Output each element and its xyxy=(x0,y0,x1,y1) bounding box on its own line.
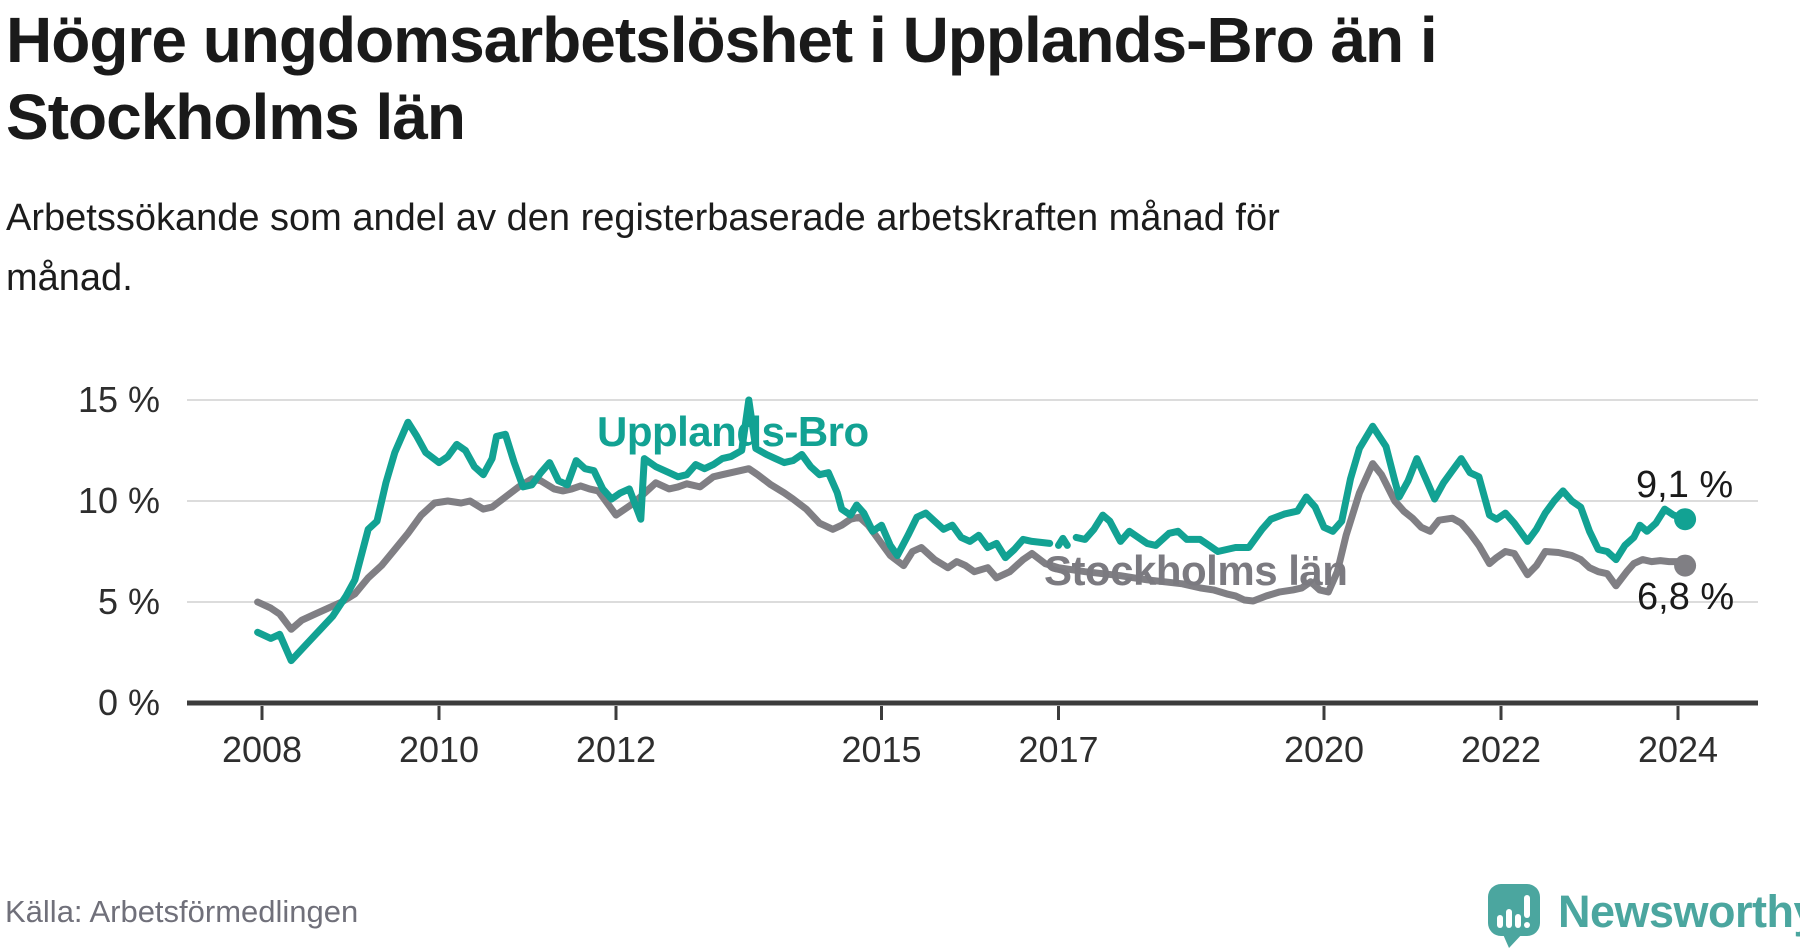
y-tick-label-0: 0 % xyxy=(98,682,160,723)
y-tick-label-10: 10 % xyxy=(78,480,160,521)
x-tick-label-2024: 2024 xyxy=(1638,729,1718,770)
x-tick-label-2017: 2017 xyxy=(1018,729,1098,770)
chart-subtitle-line2: månad. xyxy=(6,257,133,300)
page-title-line1: Högre ungdomsarbetslöshet i Upplands-Bro… xyxy=(6,4,1438,76)
series-label-upplands-bro: Upplands-Bro xyxy=(597,408,869,455)
x-tick-label-2015: 2015 xyxy=(841,729,921,770)
series-label-stockholms-lan: Stockholms län xyxy=(1044,547,1348,594)
page-title: Högre ungdomsarbetslöshet i Upplands-Bro… xyxy=(6,2,1438,156)
x-tick-label-2020: 2020 xyxy=(1284,729,1364,770)
x-tick-label-2012: 2012 xyxy=(576,729,656,770)
series-end-dot-upplands-bro xyxy=(1674,508,1697,531)
series-line-upplands-bro xyxy=(254,396,1689,665)
y-tick-label-15: 15 % xyxy=(78,379,160,420)
page-title-line2: Stockholms län xyxy=(6,80,466,153)
chart-subtitle-line1: Arbetssökande som andel av den registerb… xyxy=(6,197,1280,239)
end-value-upplands-bro: 9,1 % xyxy=(1636,464,1734,506)
series-end-dot-stockholms-lan xyxy=(1674,554,1697,577)
x-tick-label-2022: 2022 xyxy=(1461,729,1541,770)
x-tick-label-2010: 2010 xyxy=(399,729,479,770)
brand-name: Newsworthy xyxy=(1558,886,1800,937)
series-line-stockholms-lan xyxy=(254,460,1689,633)
newsworthy-logo: Newsworthy xyxy=(1488,884,1800,948)
newsworthy-logo-icon xyxy=(1488,884,1540,948)
end-value-stockholms-lan: 6,8 % xyxy=(1637,576,1735,618)
chart-subtitle: Arbetssökande som andel av den registerb… xyxy=(6,188,1280,308)
x-tick-label-2008: 2008 xyxy=(222,729,302,770)
source-caption: Källa: Arbetsförmedlingen xyxy=(5,894,359,929)
y-tick-label-5: 5 % xyxy=(98,581,160,622)
